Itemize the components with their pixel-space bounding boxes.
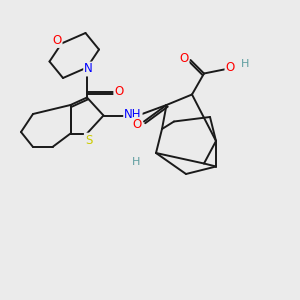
Text: S: S: [85, 134, 92, 147]
Text: O: O: [179, 52, 188, 65]
Text: N: N: [84, 62, 93, 76]
Text: O: O: [133, 118, 142, 131]
Text: H: H: [241, 59, 249, 70]
Text: H: H: [132, 157, 141, 167]
Text: O: O: [52, 34, 62, 47]
Text: O: O: [226, 61, 235, 74]
Text: O: O: [115, 85, 124, 98]
Text: NH: NH: [124, 107, 142, 121]
